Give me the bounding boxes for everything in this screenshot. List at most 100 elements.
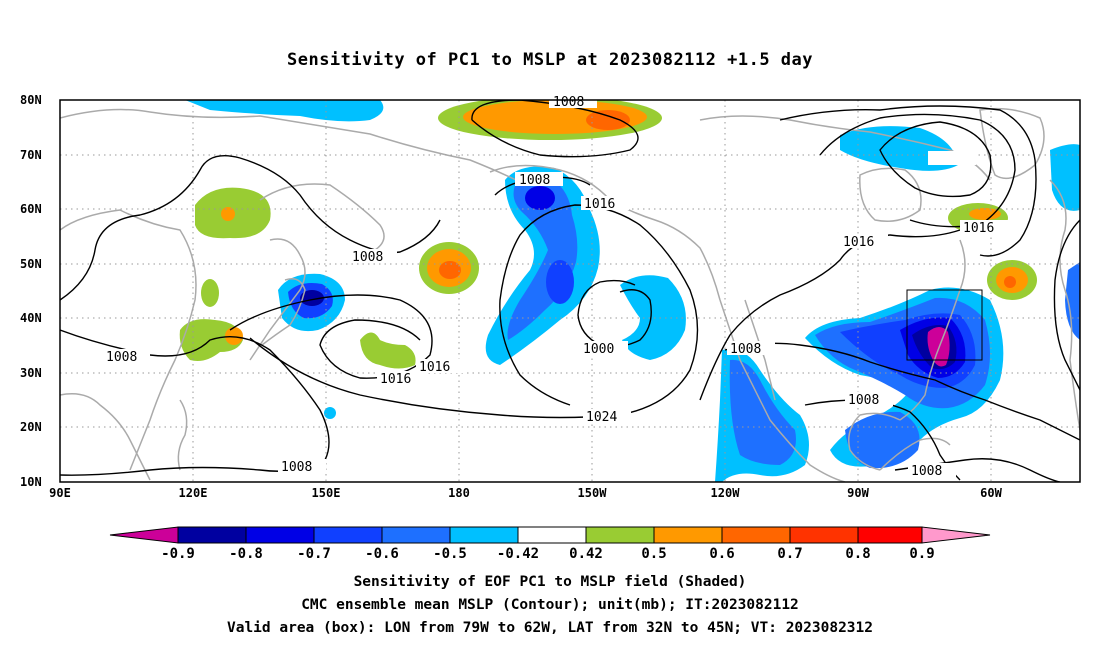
coast-philippines (177, 399, 188, 471)
colorbar-cell (449, 526, 519, 544)
lon-tick-label: 60W (980, 486, 1002, 500)
colorbar-label: 0.42 (569, 546, 603, 562)
shade-labrador-orange (969, 208, 1001, 220)
contour-label: 1008 (730, 342, 761, 357)
shade-east-atlantic-blue-2 (1065, 262, 1080, 340)
colorbar-label: -0.6 (365, 546, 399, 562)
colorbar-label: 0.8 (845, 546, 870, 562)
shade-arctic-blue (185, 100, 384, 122)
colorbar-cells (177, 526, 923, 544)
lat-tick-label: 30N (20, 366, 42, 380)
caption-line-2: CMC ensemble mean MSLP (Contour); unit(m… (301, 597, 799, 613)
colorbar-label: -0.9 (161, 546, 195, 562)
colorbar-cell (177, 526, 247, 544)
shade-epac-mid (729, 359, 796, 465)
lon-tick-label: 180 (448, 486, 470, 500)
coast-japan (261, 278, 306, 346)
coast-kamchatka (249, 238, 306, 361)
contour-label: 1016 (380, 372, 411, 387)
contour-label: 1008 (519, 173, 550, 188)
colorbar-low-triangle (109, 526, 179, 544)
shade-small-blue (324, 407, 336, 419)
shade-siberia-orange (221, 207, 235, 221)
shade-green-patch-1 (201, 279, 219, 307)
lon-tick-label: 90E (49, 486, 71, 500)
colorbar-cell (653, 526, 723, 544)
contour-1008-asia-south (60, 329, 330, 476)
lon-tick-label: 150E (312, 486, 341, 500)
colorbar-cell (517, 526, 587, 544)
contour-1016-na (699, 229, 961, 401)
contour-label: 1016 (419, 360, 450, 375)
contour-1016-pacific (229, 294, 433, 379)
colorbar: -0.9 -0.8 -0.7 -0.6 -0.5 -0.42 0.42 0.5 … (109, 526, 991, 562)
shade-gulf-blue (845, 411, 920, 469)
lat-tick-label: 10N (20, 475, 42, 489)
shade-high-blue (620, 275, 686, 360)
colorbar-cell (857, 526, 923, 544)
contour-label: 1016 (584, 197, 615, 212)
contour-label: 1016 (843, 235, 874, 250)
shade-japan-dark (300, 290, 324, 306)
contour-label: 1024 (586, 410, 617, 425)
colorbar-cell (381, 526, 451, 544)
shade-goa-mid (507, 176, 578, 340)
colorbar-label: -0.5 (433, 546, 467, 562)
contour-label: 1008 (106, 350, 137, 365)
colorbar-cell (721, 526, 791, 544)
shade-atlantic-dark (1004, 276, 1016, 288)
contour-1016-atlantic (1053, 219, 1080, 391)
contour-1016-main (249, 204, 699, 419)
coast-europe (1049, 179, 1080, 431)
colorbar-labels: -0.9 -0.8 -0.7 -0.6 -0.5 -0.42 0.42 0.5 … (161, 546, 935, 562)
shade-arctic-darkorange (586, 110, 630, 130)
contour-1008-us (724, 342, 1080, 441)
caption-line-1: Sensitivity of EOF PC1 to MSLP field (Sh… (353, 574, 747, 590)
colorbar-label: 0.9 (909, 546, 934, 562)
contour-label-layer: 1008 1008 1008 1008 1008 1008 1008 1008 … (102, 94, 1008, 479)
coast-indochina (60, 393, 151, 481)
lat-axis: 80N 70N 60N 50N 40N 30N 20N 10N (20, 93, 42, 489)
caption-line-3: Valid area (box): LON from 79W to 62W, L… (226, 620, 873, 636)
shade-pacific-green (360, 332, 416, 369)
coast-eurasia-east (60, 209, 197, 471)
colorbar-label: -0.8 (229, 546, 263, 562)
coast-hudson (859, 167, 922, 222)
colorbar-cell (313, 526, 383, 544)
contour-label: 1008 (848, 393, 879, 408)
colorbar-label: 0.6 (709, 546, 734, 562)
coast-central-america (879, 437, 951, 471)
lon-axis: 90E 120E 150E 180 150W 120W 90W 60W (49, 486, 1002, 500)
lat-tick-label: 60N (20, 202, 42, 216)
lon-tick-label: 120E (179, 486, 208, 500)
contour-label: 1016 (963, 221, 994, 236)
contour-label: 1008 (352, 250, 383, 265)
lat-tick-label: 70N (20, 148, 42, 162)
shade-dateline-dark (439, 261, 461, 279)
sensitivity-shading (179, 100, 1080, 482)
lat-tick-label: 40N (20, 311, 42, 325)
colorbar-cell (585, 526, 655, 544)
contour-label: 1008 (281, 460, 312, 475)
colorbar-cell (245, 526, 315, 544)
colorbar-high-triangle (921, 526, 991, 544)
shade-goa-dark-2 (546, 260, 574, 304)
colorbar-label: 0.7 (777, 546, 802, 562)
shade-goa-dark (525, 186, 555, 210)
coast-okhotsk (259, 183, 385, 251)
contour-label: 1008 (911, 464, 942, 479)
lat-tick-label: 20N (20, 420, 42, 434)
lon-tick-label: 120W (711, 486, 741, 500)
coast-eurasia-north (60, 108, 521, 183)
valid-area-box (906, 289, 983, 361)
contour-label: 1008 (553, 95, 584, 110)
contour-label: 1000 (583, 342, 614, 357)
coast-baja (744, 299, 776, 401)
contour-1016-canada (779, 105, 1037, 257)
map-frame (59, 99, 1081, 483)
lon-tick-label: 150W (578, 486, 608, 500)
shade-east-atlantic-blue (1050, 144, 1080, 211)
shade-china-orange (225, 327, 243, 345)
colorbar-label: 0.5 (641, 546, 666, 562)
